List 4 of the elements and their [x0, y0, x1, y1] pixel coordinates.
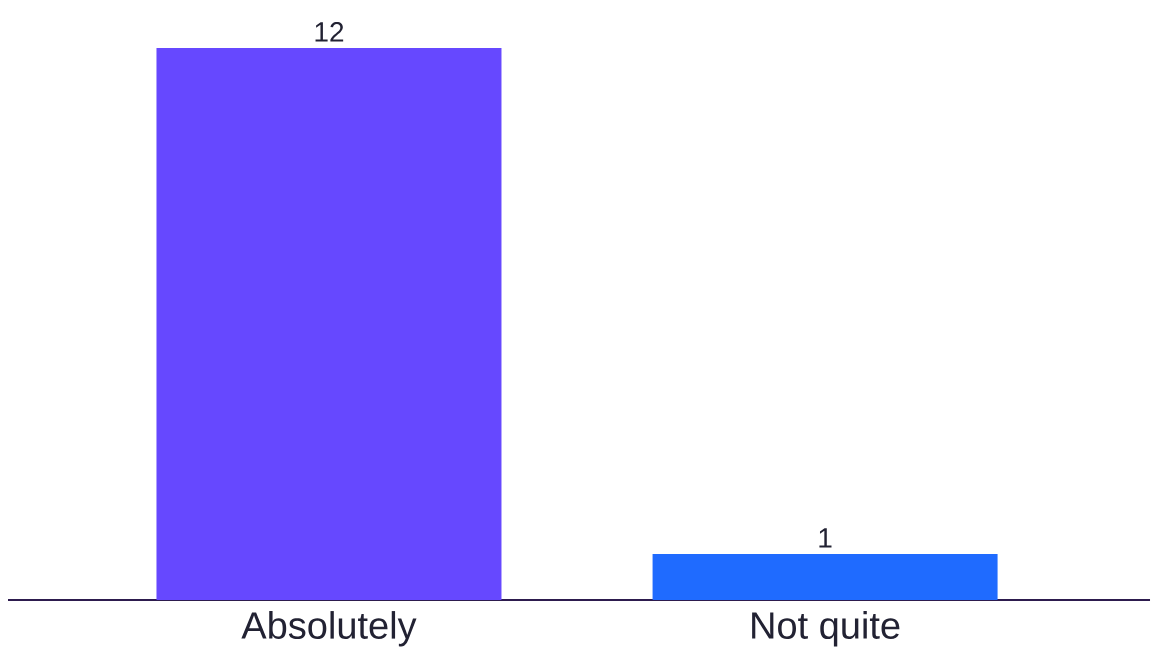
- data-label: 1: [819, 528, 832, 548]
- data-label: 12: [315, 22, 344, 42]
- x-tick-label: Not quite: [752, 611, 900, 647]
- x-tick-label: Absolutely: [241, 611, 417, 647]
